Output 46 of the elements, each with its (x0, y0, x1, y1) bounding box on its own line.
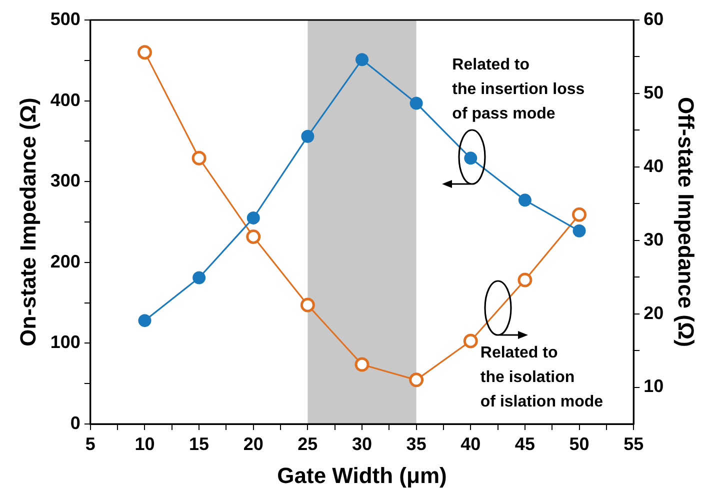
y2-tick-label: 20 (644, 302, 664, 323)
y-tick-label: 300 (50, 170, 80, 191)
x-axis-title: Gate Width (μm) (277, 462, 447, 488)
point (572, 224, 586, 238)
y2-tick-label: 10 (644, 376, 664, 396)
point (246, 211, 260, 224)
y-tick-label: 200 (50, 251, 80, 272)
point (192, 271, 206, 284)
x-tick-label: 15 (189, 434, 210, 454)
x-tick-label: 35 (406, 434, 426, 454)
point (410, 96, 423, 110)
point (463, 334, 478, 348)
y-axis-title: On-state Impedance (Ω) (15, 98, 40, 346)
x-tick-label: 50 (569, 434, 590, 454)
x-tick-label: 10 (134, 434, 155, 454)
y-tick-label: 400 (50, 90, 80, 110)
x-tick-label: 20 (243, 434, 264, 454)
point (192, 150, 206, 166)
x-tick-label: 55 (624, 434, 644, 454)
y2-tick-label: 40 (644, 156, 664, 176)
y2-tick-label: 50 (644, 82, 664, 102)
x-tick-label: 45 (514, 434, 535, 454)
point (518, 272, 532, 288)
point (518, 194, 532, 207)
point (137, 45, 152, 60)
x-tick-label: 5 (85, 434, 96, 454)
x-tick-label: 25 (298, 434, 318, 454)
point (572, 207, 587, 222)
x-tick-label: 40 (460, 434, 481, 454)
point (409, 372, 424, 388)
point (246, 229, 261, 244)
y2-axis-title: Off-state Impedance (Ω) (674, 97, 699, 347)
point (138, 314, 152, 328)
point (300, 298, 315, 312)
y-tick-label: 100 (50, 332, 80, 352)
y2-tick-label: 30 (644, 229, 664, 250)
point (356, 53, 369, 66)
y-tick-label: 500 (50, 8, 80, 29)
point (464, 152, 478, 165)
point (301, 130, 314, 143)
y-tick-label: 0 (70, 412, 80, 433)
point (354, 357, 370, 372)
x-tick-label: 30 (352, 434, 372, 454)
annotation: Related to the insertion loss of pass mode (452, 56, 585, 123)
annotation: Related to the isolation of islation mode (480, 344, 604, 410)
y2-tick-label: 60 (644, 8, 664, 29)
